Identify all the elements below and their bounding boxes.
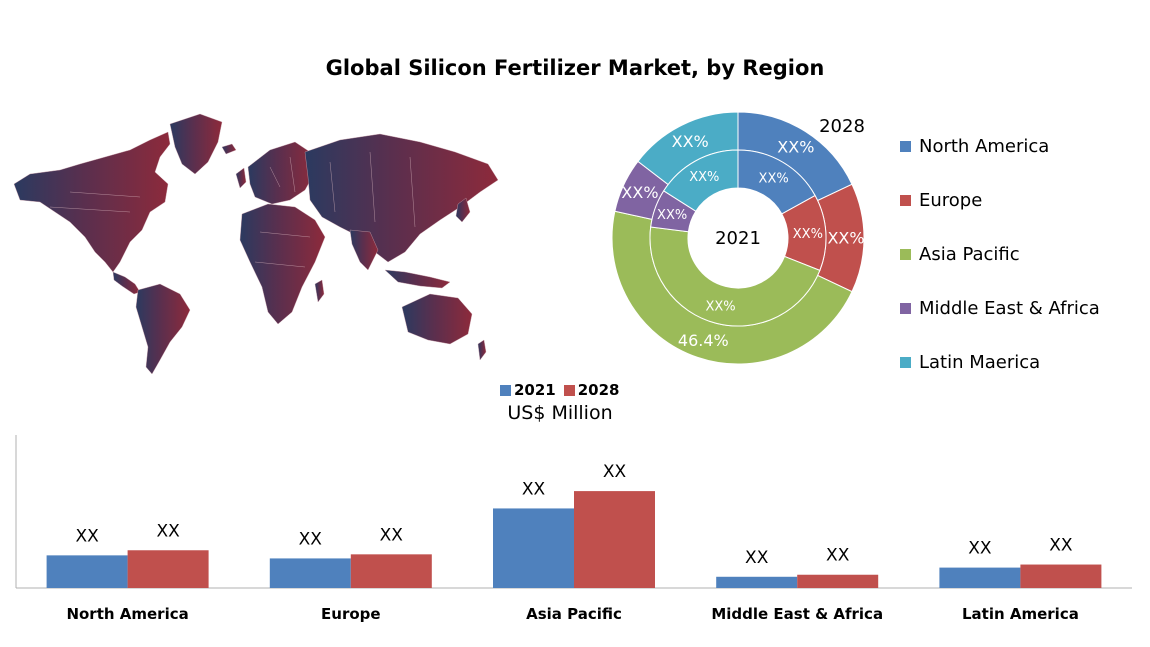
bar-europe-2028: [350, 554, 432, 588]
legend-swatch-europe: [900, 195, 911, 206]
bar-chart: XX XX North America XX XX Europe XX XX Asia Paci…: [15, 435, 1132, 623]
asia-landmass: [304, 133, 499, 263]
bar-legend-swatch-2021: [500, 384, 511, 396]
donut-center-hole: [688, 188, 788, 288]
africa-landmass: [239, 203, 326, 325]
greenland-landmass: [169, 113, 223, 175]
bar-legend-item-2021: 2021: [500, 381, 556, 399]
legend-label-north-america: North America: [919, 136, 1050, 157]
legend-item-asia-pacific: Asia Pacific: [900, 244, 1020, 265]
north-america-landmass: [13, 131, 171, 273]
legend-item-europe: Europe: [900, 190, 982, 211]
legend-swatch-mea: [900, 303, 911, 314]
bar-legend-swatch-2028: [563, 384, 575, 396]
bar-asia-pacific-2028: [574, 491, 655, 588]
bar-category-label-latin-america: Latin America: [962, 605, 1079, 623]
donut-inner-label-middle-east-and-africa: XX%: [657, 208, 687, 223]
legend-item-latin-america: Latin Maerica: [900, 352, 1040, 373]
bar-asia-pacific-2021: [493, 508, 574, 588]
donut-outer-label-north-america: XX%: [777, 137, 814, 156]
bar-label-middle-east-and-africa-2028: XX: [826, 546, 850, 566]
madagascar-landmass: [314, 279, 325, 303]
europe-landmass: [247, 141, 316, 205]
india-landmass: [349, 229, 379, 271]
south-america-landmass: [135, 283, 191, 375]
donut-inner-label-europe: XX%: [793, 227, 823, 242]
japan-landmass: [455, 197, 471, 223]
donut-inner-label-north-america: XX%: [759, 171, 789, 186]
donut-chart: XX% XX% 46.4% XX% XX% XX% XX% XX% XX% XX% 2021 20…: [611, 111, 865, 365]
legend-label-asia-pacific: Asia Pacific: [919, 244, 1020, 265]
legend-label-europe: Europe: [919, 190, 983, 211]
bar-label-europe-2021: XX: [299, 529, 323, 549]
bar-label-europe-2028: XX: [380, 525, 404, 545]
bar-legend-item-2028: 2028: [563, 381, 620, 399]
bar-north-america-2021: [46, 555, 128, 588]
legend-label-latin-america: Latin Maerica: [919, 352, 1041, 373]
bar-legend-label-2028: 2028: [577, 381, 620, 399]
bar-chart-unit-label: US$ Million: [507, 402, 613, 424]
new-zealand-landmass: [477, 339, 487, 361]
donut-outer-year-label: 2028: [819, 116, 865, 137]
bar-middle-east-and-africa-2028: [797, 574, 879, 588]
iceland-landmass: [221, 143, 237, 155]
bar-label-asia-pacific-2021: XX: [522, 479, 546, 499]
donut-outer-label-latin-america: XX%: [672, 132, 709, 151]
legend-item-mea: Middle East & Africa: [900, 298, 1100, 319]
legend-swatch-asia-pacific: [900, 249, 911, 260]
bar-category-label-europe: Europe: [321, 605, 381, 623]
bar-latin-america-2028: [1020, 564, 1102, 588]
bar-label-asia-pacific-2028: XX: [603, 462, 627, 482]
bar-europe-2021: [269, 558, 351, 588]
legend-item-north-america: North America: [900, 136, 1049, 157]
bar-chart-legend: 2021 2028: [500, 381, 628, 399]
donut-inner-label-asia-pacific: XX%: [706, 299, 736, 314]
donut-outer-label-europe: XX%: [827, 229, 864, 248]
donut-inner-label-latin-america: XX%: [689, 170, 719, 185]
legend-swatch-north-america: [900, 141, 911, 152]
bar-label-latin-america-2021: XX: [968, 539, 992, 559]
legend-label-mea: Middle East & Africa: [919, 298, 1100, 319]
bar-legend-label-2021: 2021: [514, 381, 556, 399]
bar-latin-america-2021: [939, 567, 1021, 588]
bar-label-latin-america-2028: XX: [1049, 536, 1073, 556]
bar-category-label-north-america: North America: [66, 605, 188, 623]
bar-category-label-asia-pacific: Asia Pacific: [526, 605, 622, 623]
legend-swatch-latin-america: [900, 357, 911, 368]
indonesia-landmass: [384, 269, 451, 289]
bar-category-label-middle-east-and-africa: Middle East & Africa: [711, 605, 883, 623]
bar-middle-east-and-africa-2021: [716, 576, 798, 588]
donut-inner-year-label: 2021: [715, 228, 761, 249]
central-america-landmass: [112, 271, 141, 295]
chart-title: Global Silicon Fertilizer Market, by Reg…: [325, 56, 825, 80]
bar-label-middle-east-and-africa-2021: XX: [745, 548, 769, 568]
world-map-illustration: [13, 113, 499, 375]
bar-label-north-america-2028: XX: [156, 521, 180, 541]
donut-outer-label-asia-pacific: 46.4%: [678, 331, 729, 350]
australia-landmass: [401, 293, 473, 345]
bar-north-america-2028: [127, 550, 209, 588]
bar-label-north-america-2021: XX: [75, 526, 99, 546]
uk-landmass: [235, 167, 247, 189]
donut-outer-label-middle-east-and-africa: XX%: [621, 183, 658, 202]
